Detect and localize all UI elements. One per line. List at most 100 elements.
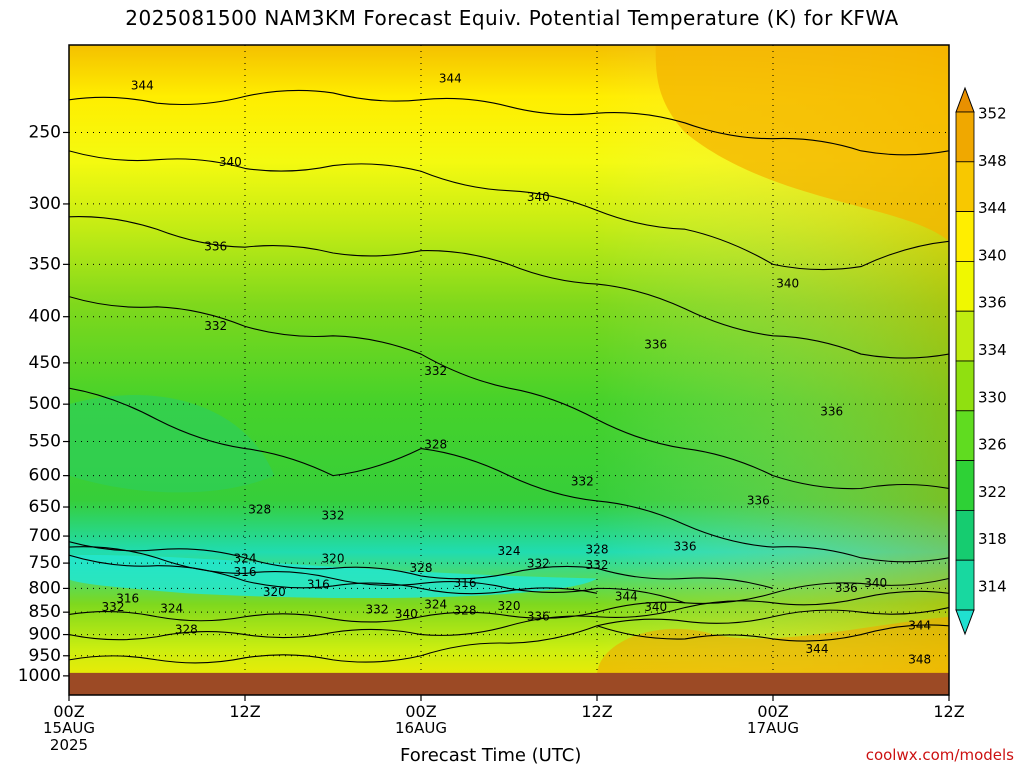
contour-label: 316 [234,565,257,579]
colorbar-segment [955,211,975,262]
y-tick-label: 400 [29,307,61,327]
contour-label: 340 [527,190,550,204]
contour-label: 336 [835,581,858,595]
y-tick-label: 1000 [18,666,61,686]
contour-label: 344 [806,642,829,656]
y-tick-label: 700 [29,526,61,546]
x-tick-date: 16AUG [395,719,447,737]
contour-line [69,554,598,595]
credit-link[interactable]: coolwx.com/models [865,746,1014,764]
contour-label: 328 [454,604,477,618]
contour-label: 320 [322,551,345,565]
contour-label: 332 [322,508,345,522]
contour-label: 340 [864,576,887,590]
colorbar-extend-bottom [955,609,975,636]
contour-line [69,577,949,623]
contour-label: 340 [644,600,667,614]
x-tick-label: 12Z [229,702,260,721]
contour-label: 324 [160,601,183,615]
contour-label: 344 [439,71,462,85]
x-tick-label: 00Z [757,702,788,721]
contour-labels: 344 344 340 340 340 336 336 336 336 336 336 336 332 3… [102,71,932,666]
contour-label: 332 [204,319,227,333]
contour-label: 344 [131,78,154,92]
y-tick-label: 900 [29,625,61,645]
y-tick-label: 350 [29,254,61,274]
contour-label: 344 [615,590,638,604]
colorbar-segment [955,111,975,163]
contour-label: 316 [116,592,139,606]
colorbar-label: 348 [978,152,1007,170]
contour-label: 320 [498,599,521,613]
contour-label: 340 [219,155,242,169]
colorbar-segment [955,410,975,461]
x-tick-date: 15AUG [43,719,95,737]
colorbar-label: 318 [978,530,1007,548]
contour-line [69,541,774,589]
contour-label: 332 [571,475,594,489]
x-tick-label: 12Z [933,702,964,721]
chart-title: 2025081500 NAM3KM Forecast Equiv. Potent… [125,6,899,30]
y-tick-label: 300 [29,194,61,214]
contour-label: 324 [498,544,521,558]
y-tick-label: 600 [29,466,61,486]
contour-label: 340 [776,277,799,291]
contour-label: 336 [644,338,667,352]
contour-label: 344 [908,618,931,632]
colorbar-label: 340 [978,246,1007,264]
colorbar-label: 314 [978,578,1007,596]
contour-label: 336 [820,404,843,418]
colorbar-segment [955,559,975,611]
y-tick-label: 750 [29,553,61,573]
warm-lower-region [597,616,949,676]
contour-label: 332 [366,602,389,616]
contour-label: 340 [395,607,418,621]
x-tick-label: 12Z [581,702,612,721]
contour-line [69,150,949,271]
y-tick-label: 550 [29,432,61,452]
colorbar-segment [955,460,975,511]
contour-line [69,89,949,156]
colorbar-segment [955,509,975,561]
grid-lines [69,45,949,695]
colorbar-segment [955,161,975,213]
contour-line [69,606,949,664]
colorbar-label: 330 [978,388,1007,406]
contour-label: 336 [747,493,770,507]
contour-line [69,387,949,563]
colorbar-label: 334 [978,341,1007,359]
contour-lines [69,89,949,664]
contour-label: 328 [248,503,271,517]
y-tick-label: 450 [29,353,61,373]
contour-label: 332 [527,557,550,571]
y-axis: 250 300 350 400 450 500 550 600 650 700 750 800 850 9… [18,122,69,686]
y-tick-label: 500 [29,394,61,414]
contour-label: 324 [234,551,257,565]
contour-label: 332 [586,558,609,572]
x-tick-date: 17AUG [747,719,799,737]
x-axis-title: Forecast Time (UTC) [400,745,582,766]
contour-label: 336 [674,540,697,554]
x-tick-label: 00Z [405,702,436,721]
y-tick-label: 800 [29,578,61,598]
contour-line [69,590,949,641]
contour-label: 320 [263,585,286,599]
contour-label: 324 [424,598,447,612]
colorbar-segment [955,360,975,412]
contour-label: 316 [307,577,330,591]
y-tick-label: 950 [29,646,61,666]
contour-line [69,296,949,490]
contour-label: 336 [204,240,227,254]
colorbar-label: 344 [978,199,1007,217]
contour-label: 328 [175,623,198,637]
colorbar: 314 318 322 326 330 334 336 340 344 348 352 [955,86,1007,636]
colorbar-extend-top [955,86,975,113]
contour-label: 336 [527,609,550,623]
colorbar-segment [955,260,975,312]
contour-label: 328 [424,438,447,452]
contour-label: 328 [586,542,609,556]
x-tick-year: 2025 [50,736,88,754]
moist-mid-region [69,395,275,493]
